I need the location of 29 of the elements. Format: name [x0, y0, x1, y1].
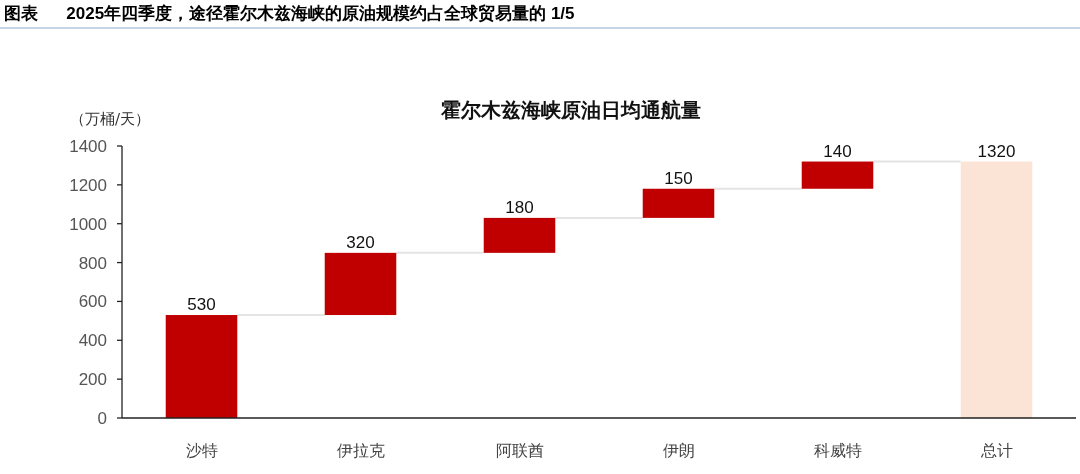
x-tick-label: 总计 [979, 441, 1013, 460]
x-tick-label: 沙特 [185, 441, 218, 460]
data-label: 320 [346, 232, 375, 252]
y-tick-label: 0 [97, 409, 107, 428]
bar [165, 315, 238, 418]
y-tick-label: 200 [78, 370, 107, 390]
data-label: 150 [664, 168, 693, 188]
data-label: 140 [823, 141, 852, 161]
y-tick-label: 800 [78, 253, 107, 273]
data-label: 1320 [977, 141, 1016, 161]
bar [324, 252, 397, 316]
bar [960, 161, 1033, 418]
y-tick-label: 400 [78, 331, 107, 351]
chart-title: 图表 2025年四季度，途径霍尔木兹海峡的原油规模约占全球贸易量的 1/5 [4, 4, 575, 23]
x-tick-label: 阿联酋 [495, 441, 544, 460]
bar [483, 217, 556, 253]
chart-subtitle: 霍尔木兹海峡原油日均通航量 [440, 98, 701, 122]
y-tick-label: 1000 [69, 214, 107, 234]
y-axis-title: （万桶/天） [70, 110, 151, 128]
bar [642, 188, 715, 218]
y-tick-label: 1400 [69, 137, 107, 156]
data-label: 180 [505, 197, 534, 217]
y-tick-label: 600 [78, 292, 107, 312]
y-tick-label: 1200 [69, 175, 107, 195]
x-tick-label: 伊拉克 [336, 441, 385, 460]
bar [801, 161, 874, 189]
x-tick-label: 伊朗 [662, 441, 695, 460]
data-label: 530 [187, 295, 216, 315]
x-tick-label: 科威特 [813, 441, 862, 460]
